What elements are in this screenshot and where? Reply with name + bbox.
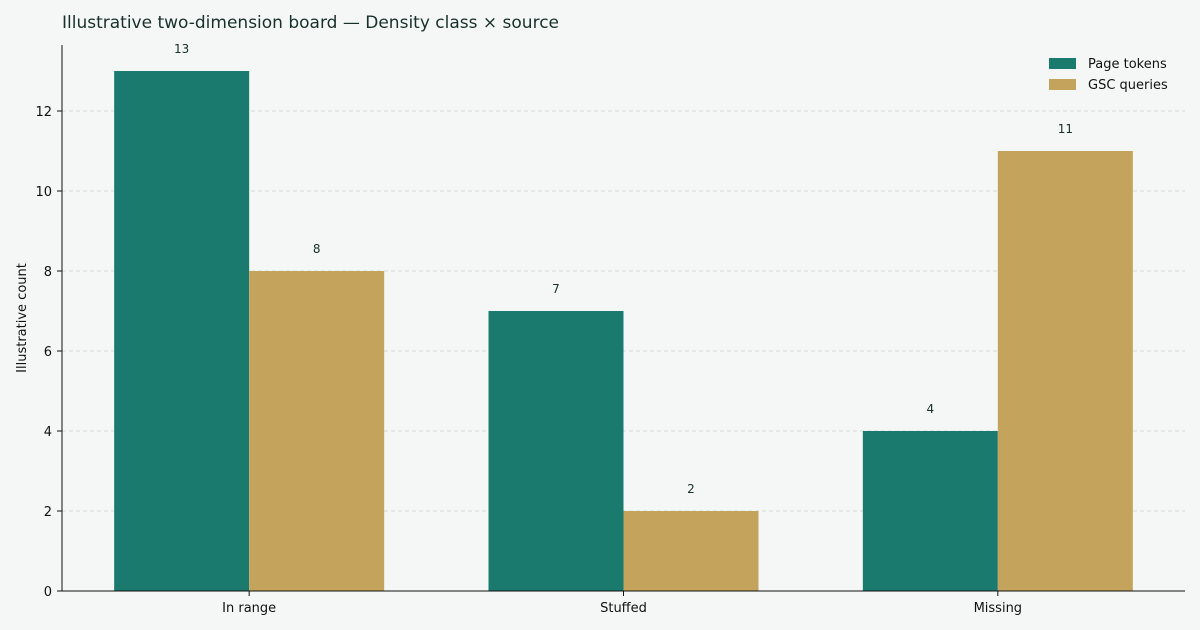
- bar: [997, 151, 1133, 591]
- x-tick-label: Stuffed: [600, 601, 647, 616]
- bar: [862, 431, 998, 591]
- bar: [488, 311, 624, 591]
- y-tick-label: 2: [44, 505, 52, 520]
- bar-data-label: 13: [174, 42, 189, 56]
- y-tick-label: 10: [35, 185, 52, 200]
- y-tick-labels: 0 2 4 6 8 10 12: [35, 105, 62, 600]
- bar-data-label: 4: [927, 402, 935, 416]
- bar: [623, 511, 759, 591]
- bar-data-label: 2: [687, 482, 695, 496]
- y-tick-label: 4: [44, 425, 52, 440]
- x-tick-label: In range: [222, 601, 276, 616]
- y-tick-label: 12: [35, 105, 52, 120]
- bar: [249, 271, 385, 591]
- legend: Page tokens GSC queries: [1049, 57, 1168, 93]
- y-tick-label: 0: [44, 585, 52, 600]
- y-tick-label: 8: [44, 265, 52, 280]
- legend-swatch: [1049, 58, 1076, 69]
- legend-label: GSC queries: [1088, 78, 1168, 93]
- data-labels: 13 8 7 2 4 11: [174, 42, 1073, 496]
- bars: [114, 71, 1133, 591]
- bar-data-label: 11: [1058, 122, 1073, 136]
- bar-data-label: 7: [552, 282, 560, 296]
- bar-data-label: 8: [313, 242, 321, 256]
- x-tick-label: Missing: [974, 601, 1022, 616]
- x-tick-labels: In range Stuffed Missing: [222, 591, 1022, 616]
- bar: [114, 71, 250, 591]
- y-tick-label: 6: [44, 345, 52, 360]
- legend-swatch: [1049, 79, 1076, 90]
- chart-title: Illustrative two-dimension board — Densi…: [62, 13, 559, 33]
- y-axis-label: Illustrative count: [15, 263, 30, 373]
- legend-label: Page tokens: [1088, 57, 1167, 72]
